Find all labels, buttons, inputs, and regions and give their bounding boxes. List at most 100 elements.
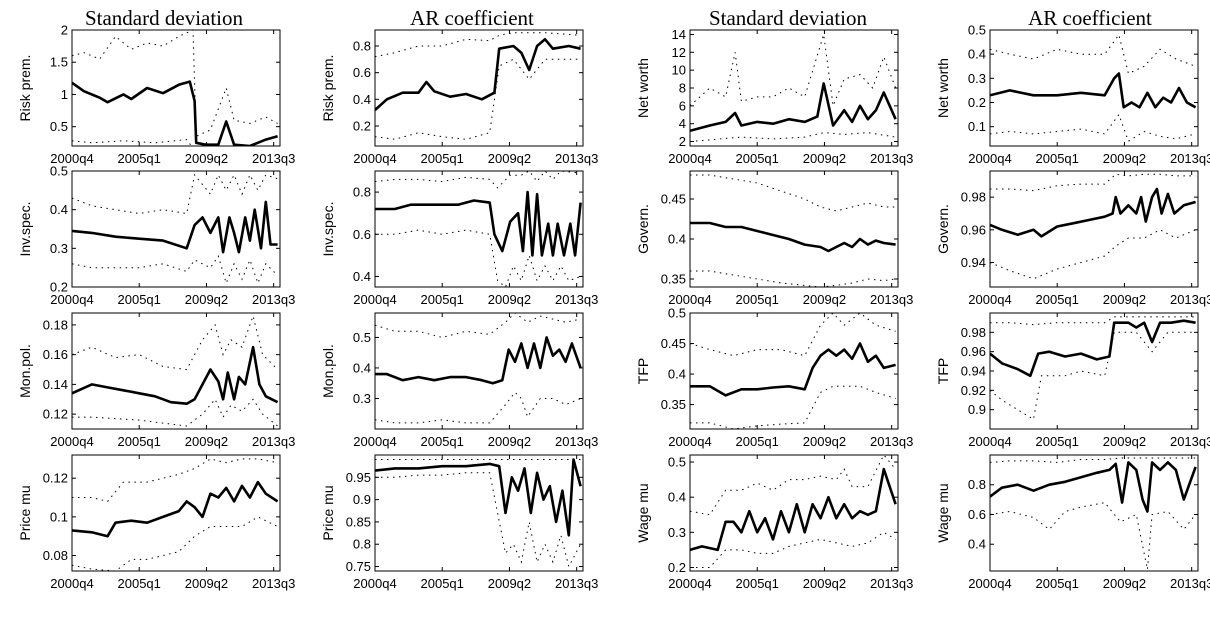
x-tick-label: 2013q3: [1170, 292, 1210, 307]
x-tick-label: 2000q4: [668, 434, 711, 449]
x-tick-label: 2005q1: [1036, 151, 1079, 166]
y-tick-label: 0.6: [353, 65, 371, 80]
x-tick-label: 2005q1: [1036, 292, 1079, 307]
lower-band-line: [690, 385, 896, 429]
y-axis-label: TFP: [935, 358, 951, 384]
x-tick-label: 2005q1: [421, 576, 464, 591]
x-tick-label: 2005q1: [118, 576, 161, 591]
y-tick-label: 0.45: [661, 192, 686, 207]
y-tick-label: 10: [672, 63, 686, 78]
series-group: [990, 457, 1197, 570]
y-tick-label: 0.16: [43, 347, 68, 362]
y-axis-label: Price mu: [320, 485, 336, 540]
plot-frame: [989, 29, 1199, 147]
plot-frame: [989, 170, 1199, 288]
y-axis-label: Mon.pol.: [17, 344, 33, 398]
y-tick-label: 0.98: [961, 190, 986, 205]
column-title-2: AR coefficient: [410, 6, 534, 30]
y-tick-label: 8: [679, 81, 686, 96]
y-tick-label: 0.4: [353, 92, 371, 107]
panel-6: 0.4 0.6 0.8 2000q4 2005q1 2009q2 2013q3 Inv.spe…: [320, 170, 598, 307]
y-tick-label: 0.9: [968, 402, 986, 417]
x-tick-label: 2005q1: [1036, 434, 1079, 449]
y-tick-label: 0.3: [668, 525, 686, 540]
y-tick-label: 0.9: [353, 492, 371, 507]
y-axis-label: Mon.pol.: [320, 344, 336, 398]
x-tick-label: 2013q3: [252, 434, 295, 449]
y-tick-label: 0.95: [346, 470, 371, 485]
y-tick-label: 0.35: [661, 397, 686, 412]
panel-4: 0.1 0.2 0.3 0.4 0.5 2000q4 2005q1 2009q2 2013q3 N…: [935, 23, 1210, 167]
x-tick-label: 2005q1: [1036, 576, 1079, 591]
y-axis-label: Inv.spec.: [320, 202, 336, 257]
x-tick-label: 2009q2: [803, 576, 846, 591]
median-line: [375, 190, 582, 257]
median-line: [990, 319, 1196, 378]
series-group: [72, 30, 278, 146]
y-tick-label: 0.08: [43, 548, 68, 563]
series-group: [690, 34, 897, 142]
x-tick-label: 2013q3: [870, 151, 913, 166]
upper-band-line: [72, 30, 278, 138]
x-tick-label: 2005q1: [736, 576, 779, 591]
y-tick-label: 2: [679, 134, 686, 149]
series-group: [990, 173, 1196, 280]
x-tick-label: 2009q2: [803, 292, 846, 307]
series-group: [690, 313, 896, 429]
x-tick-label: 2000q4: [353, 292, 396, 307]
y-axis-label: TFP: [635, 358, 651, 384]
y-tick-label: 0.5: [668, 306, 686, 321]
y-tick-label: 0.8: [353, 39, 371, 54]
x-tick-label: 2013q3: [555, 434, 598, 449]
x-tick-label: 2009q2: [488, 576, 531, 591]
median-line: [375, 38, 581, 111]
median-line: [690, 82, 897, 133]
upper-band-line: [72, 458, 278, 502]
x-tick-label: 2000q4: [668, 576, 711, 591]
lower-band-line: [690, 531, 896, 568]
panel-5: 0.2 0.3 0.4 0.5 2000q4 2005q1 2009q2 2013q3 Inv.…: [17, 164, 295, 308]
panel-9: 0.12 0.14 0.16 0.18 2000q4 2005q1 2009q2 2013q3…: [17, 312, 295, 449]
x-tick-label: 2013q3: [1170, 434, 1210, 449]
x-tick-label: 2000q4: [968, 292, 1011, 307]
median-line: [72, 80, 278, 146]
x-tick-label: 2013q3: [870, 434, 913, 449]
y-tick-label: 0.6: [353, 227, 371, 242]
x-tick-label: 2005q1: [118, 151, 161, 166]
lower-band-line: [990, 229, 1196, 280]
plot-frame: [374, 312, 584, 430]
x-tick-label: 2013q3: [1170, 151, 1210, 166]
y-tick-label: 0.96: [961, 344, 986, 359]
panel-2: 0.2 0.4 0.6 0.8 2000q4 2005q1 2009q2 2013q3 Risk…: [320, 29, 598, 166]
x-tick-label: 2005q1: [736, 151, 779, 166]
x-tick-label: 2013q3: [252, 151, 295, 166]
x-tick-label: 2009q2: [488, 151, 531, 166]
y-tick-label: 14: [672, 27, 686, 42]
x-tick-label: 2005q1: [118, 434, 161, 449]
x-tick-label: 2009q2: [1103, 292, 1146, 307]
x-tick-label: 2005q1: [421, 151, 464, 166]
panel-3: 2 4 6 8 10 12 14 2000q4 2005q1 2009q2 2013q3 Net wo…: [635, 27, 913, 166]
y-tick-label: 0.2: [50, 280, 68, 295]
lower-band-line: [72, 398, 278, 427]
panel-10: 0.3 0.4 0.5 2000q4 2005q1 2009q2 2013q3 Mon.pol…: [320, 312, 598, 449]
median-line: [690, 342, 896, 397]
x-tick-label: 2005q1: [736, 434, 779, 449]
y-tick-label: 1: [61, 87, 68, 102]
y-tick-label: 0.4: [668, 490, 686, 505]
series-group: [375, 32, 581, 140]
x-tick-label: 2000q4: [50, 292, 93, 307]
plot-frame: [374, 454, 584, 572]
x-tick-label: 2009q2: [185, 434, 228, 449]
y-tick-label: 0.45: [661, 336, 686, 351]
median-line: [690, 221, 896, 253]
x-tick-label: 2013q3: [252, 576, 295, 591]
upper-band-line: [690, 174, 896, 212]
y-tick-label: 0.1: [50, 509, 68, 524]
column-title-4: AR coefficient: [1028, 6, 1152, 30]
x-tick-label: 2000q4: [968, 151, 1011, 166]
x-tick-label: 2013q3: [870, 576, 913, 591]
upper-band-line: [72, 173, 278, 215]
x-tick-label: 2009q2: [1103, 151, 1146, 166]
